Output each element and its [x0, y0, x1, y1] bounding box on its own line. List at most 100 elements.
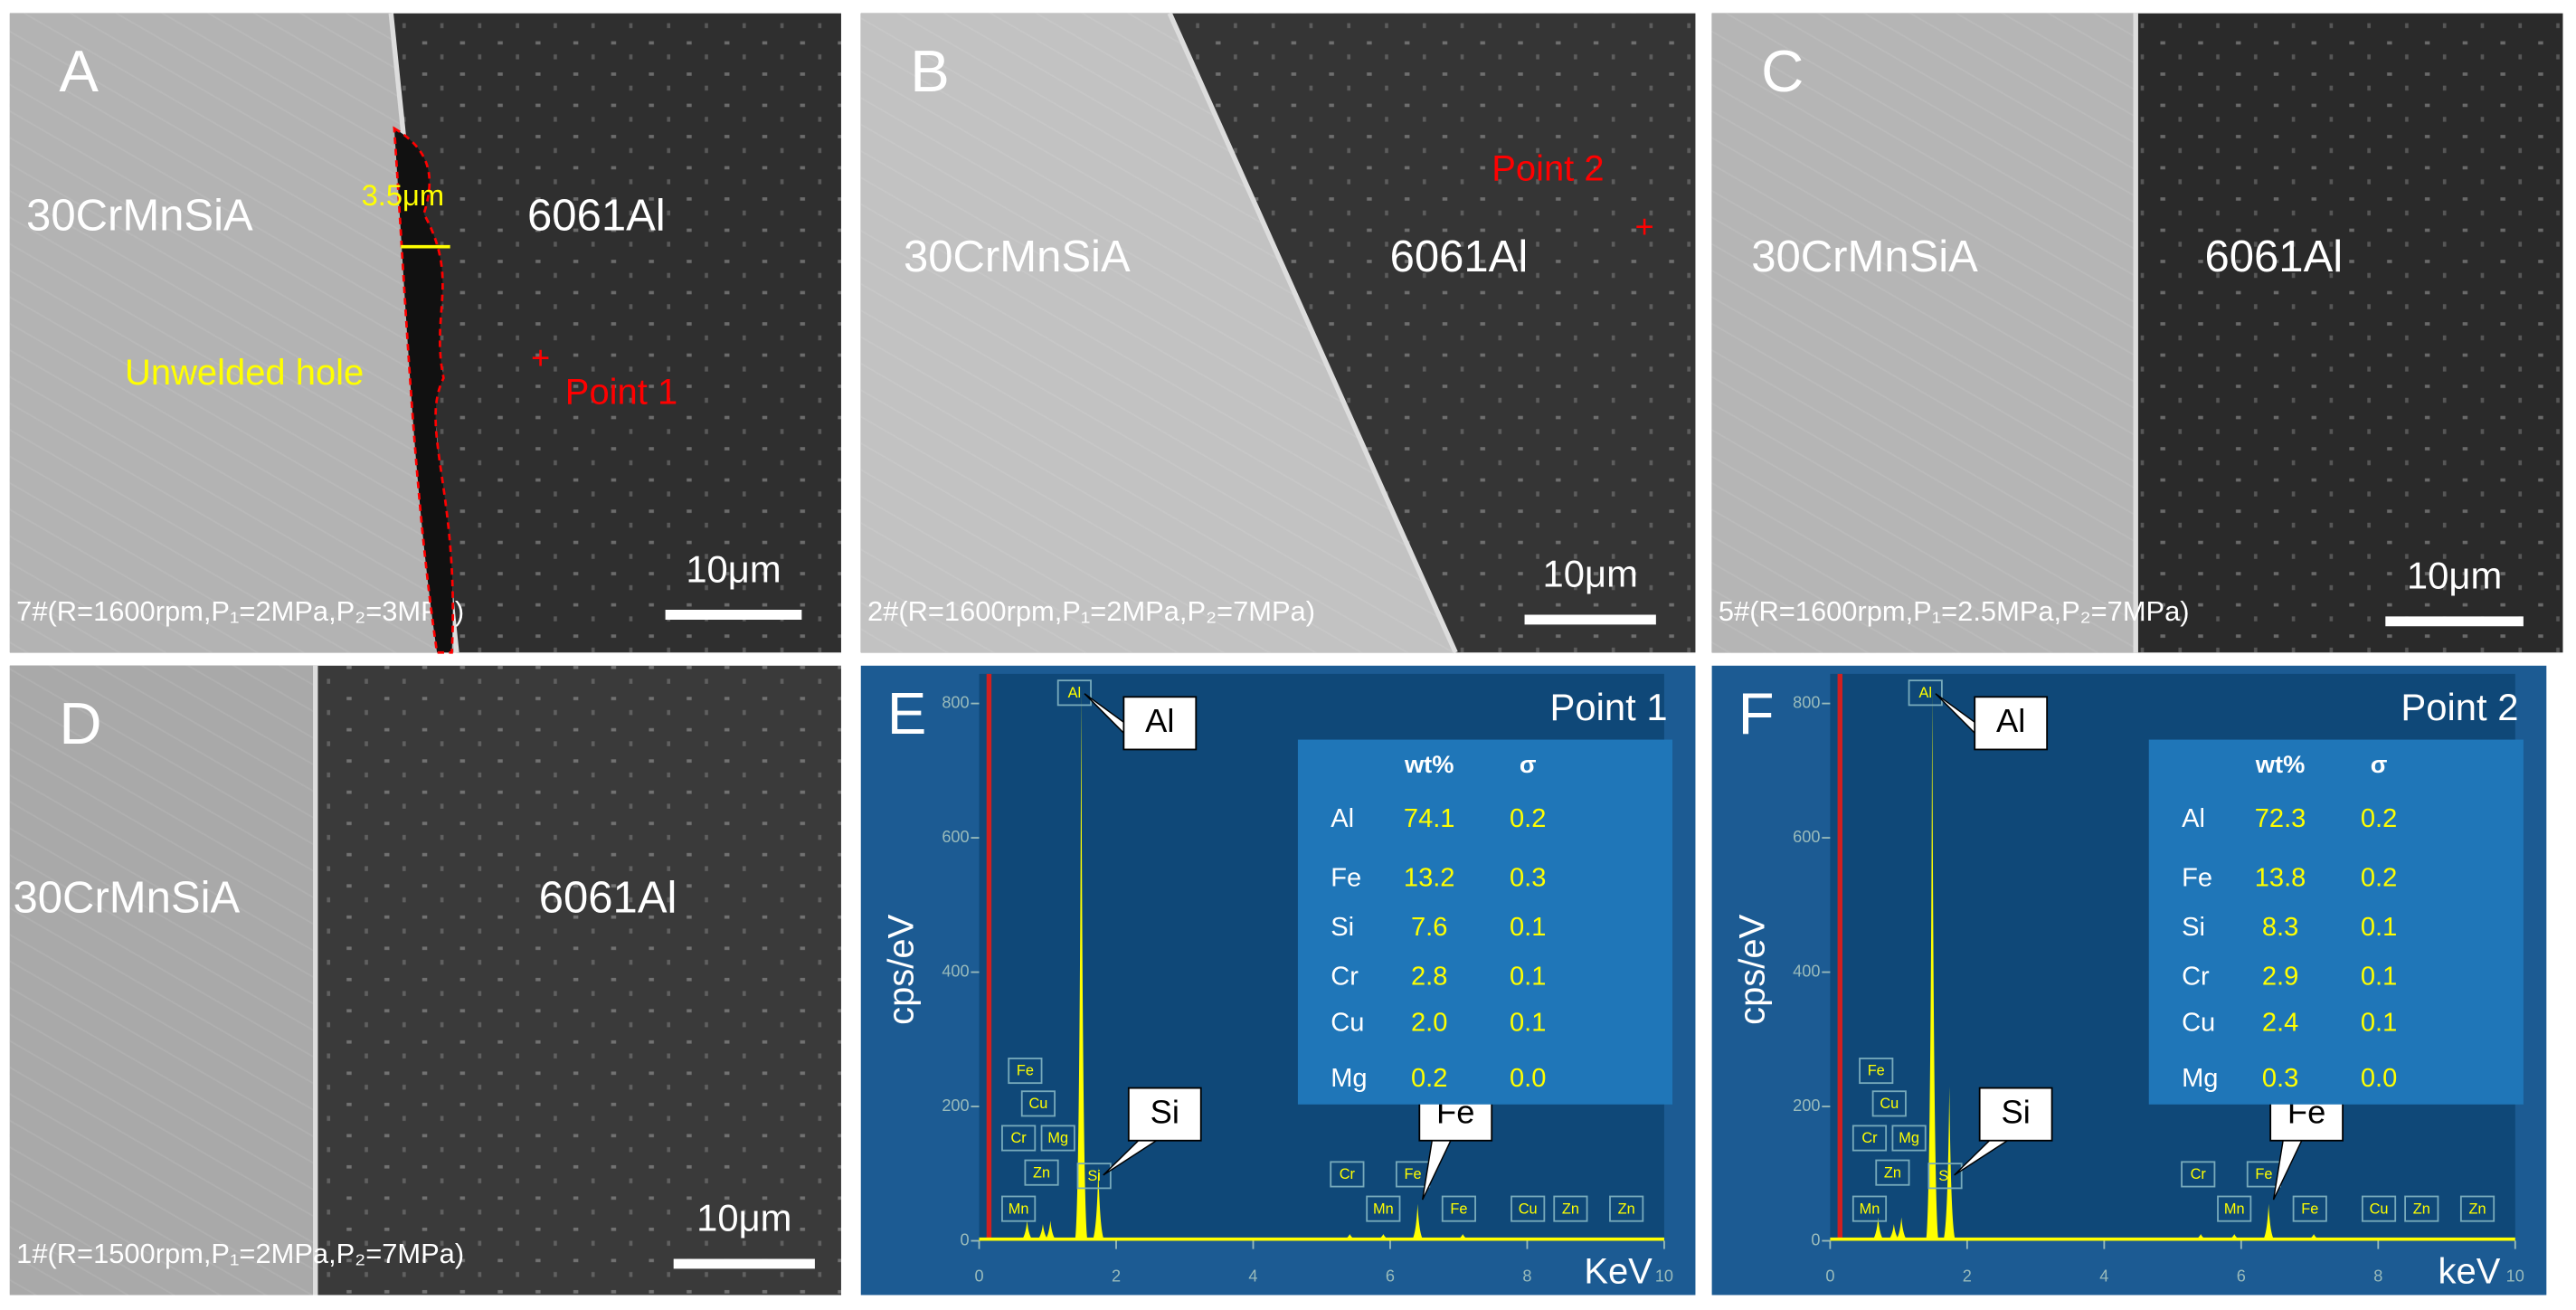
material-label: 30CrMnSiA	[14, 873, 241, 922]
y-tick-label: 800	[942, 693, 969, 711]
scale-label: 10μm	[1543, 553, 1638, 595]
peak-tag: Mn	[1860, 1201, 1880, 1217]
peak	[1894, 1217, 1908, 1241]
sigma-value: 0.1	[2361, 1008, 2397, 1037]
tag-box	[1875, 1159, 1910, 1186]
y-tick-label: 0	[1811, 1230, 1820, 1248]
peak	[1092, 1166, 1105, 1241]
interface	[1167, 12, 1458, 654]
peak-tag: Zn	[1618, 1201, 1635, 1217]
tag-box	[1553, 1195, 1588, 1222]
y-tick-label: 600	[1793, 828, 1820, 846]
point-marker: +	[1635, 207, 1654, 244]
x-tick-label: 8	[2373, 1267, 2382, 1285]
table-header: wt%	[2255, 750, 2305, 778]
wt-value: 13.8	[2255, 864, 2306, 893]
peak-tag: Mg	[1047, 1130, 1068, 1146]
point-title: Point 1	[1550, 686, 1668, 728]
peak	[1044, 1220, 1057, 1241]
y-tick-label: 0	[961, 1230, 970, 1248]
peak-tag: Si	[1087, 1168, 1101, 1184]
peak-tag: Zn	[2468, 1201, 2486, 1217]
wt-value: 72.3	[2255, 804, 2306, 833]
annotation: Unwelded hole	[125, 353, 364, 393]
y-axis-label: cps/eV	[1732, 914, 1772, 1024]
peak	[1036, 1223, 1050, 1241]
tag-box	[1441, 1195, 1476, 1222]
table-bg	[2148, 739, 2524, 1105]
element: Al	[2182, 804, 2205, 833]
eds-panel: 0 200 400 600 800 0 2 4 6 8 10 E Point 1 cps/eV KeV Al F…	[860, 665, 1696, 1296]
element: Cr	[1331, 963, 1359, 992]
peak	[1887, 1223, 1901, 1241]
y-tick-label: 400	[1793, 962, 1820, 980]
callout-box	[1978, 1087, 2053, 1142]
tag-box	[2404, 1195, 2439, 1222]
peak	[1343, 1234, 1357, 1241]
callout-label: Al	[1996, 702, 2025, 739]
peak-tag: Fe	[2255, 1166, 2272, 1182]
x-tick-label: 4	[2099, 1267, 2108, 1285]
peak-tag: Fe	[1868, 1063, 1885, 1079]
sigma-value: 0.1	[1510, 1008, 1546, 1037]
element: Mg	[2182, 1064, 2218, 1093]
condition-caption: 7#(R=1600rpm,P₁=2MPa,P₂=3MPa)	[16, 595, 464, 627]
tag-box	[1040, 1125, 1075, 1152]
sem-panel: C 30CrMnSiA 6061Al 5#(R=1600rpm,P₁=2.5MPa,P…	[1711, 13, 2563, 653]
x-tick-label: 2	[1963, 1267, 1972, 1285]
peak	[1871, 1217, 1885, 1241]
wt-value: 13.2	[1404, 864, 1455, 893]
condition-caption: 2#(R=1600rpm,P₁=2MPa,P₂=7MPa)	[867, 595, 1315, 627]
tag-box	[1908, 679, 1943, 707]
annotation: Point 1	[565, 373, 677, 413]
sigma-value: 0.2	[2361, 804, 2397, 833]
callout-box	[1122, 696, 1198, 751]
point-title: Point 2	[2401, 686, 2518, 728]
tag-box	[1609, 1195, 1644, 1222]
tag-box	[1871, 1090, 1907, 1117]
callout-pointer	[1103, 1136, 1162, 1176]
steel-scratches	[860, 13, 1456, 653]
tag-box	[1008, 1058, 1043, 1085]
tag-box	[2181, 1161, 2216, 1188]
tag-box	[1511, 1195, 1546, 1222]
x-tick-label: 10	[1655, 1267, 1673, 1285]
element: Si	[2182, 913, 2205, 942]
tag-box	[1859, 1058, 1894, 1085]
annotation: Point 2	[1492, 149, 1604, 189]
sigma-value: 0.1	[2361, 913, 2397, 942]
sigma-value: 0.0	[1510, 1064, 1546, 1093]
tag-box	[1330, 1161, 1365, 1188]
tag-box	[1891, 1125, 1927, 1152]
peak	[2227, 1234, 2241, 1241]
x-axis-label: keV	[2439, 1251, 2501, 1291]
peak	[2193, 1234, 2208, 1241]
tag-box	[1001, 1125, 1037, 1152]
x-axis-label: KeV	[1584, 1251, 1653, 1291]
tag-box	[1020, 1090, 1056, 1117]
peak-tag: Cu	[1519, 1201, 1538, 1217]
tag-box	[1852, 1195, 1888, 1222]
callout-label: Al	[1145, 702, 1174, 739]
material-label: 6061Al	[527, 192, 666, 241]
x-tick-label: 0	[974, 1267, 983, 1285]
material-label: 6061Al	[2205, 233, 2344, 281]
panel-label: F	[1738, 680, 1775, 746]
element: Cr	[2182, 963, 2210, 992]
steel-scratches	[9, 665, 316, 1296]
x-tick-label: 10	[2506, 1267, 2524, 1285]
tag-box	[1056, 679, 1092, 707]
peak-tag: Fe	[1017, 1063, 1034, 1079]
sem-panel: D 30CrMnSiA 6061Al 1#(R=1500rpm,P₁=2MPa,P₂=…	[9, 665, 841, 1296]
element: Fe	[1331, 864, 1361, 893]
peak-tag: Si	[1938, 1168, 1952, 1184]
peak	[1020, 1220, 1034, 1241]
y-tick-label: 600	[942, 828, 969, 846]
condition-caption: 1#(R=1500rpm,P₁=2MPa,P₂=7MPa)	[16, 1238, 464, 1269]
element: Fe	[2182, 864, 2212, 893]
sem-panel: B 30CrMnSiA 6061Al 2#(R=1600rpm,P₁=2MPa,P₂=…	[860, 12, 1696, 654]
peak	[1925, 689, 1939, 1241]
peak	[1411, 1203, 1425, 1241]
element: Mg	[1331, 1064, 1367, 1093]
